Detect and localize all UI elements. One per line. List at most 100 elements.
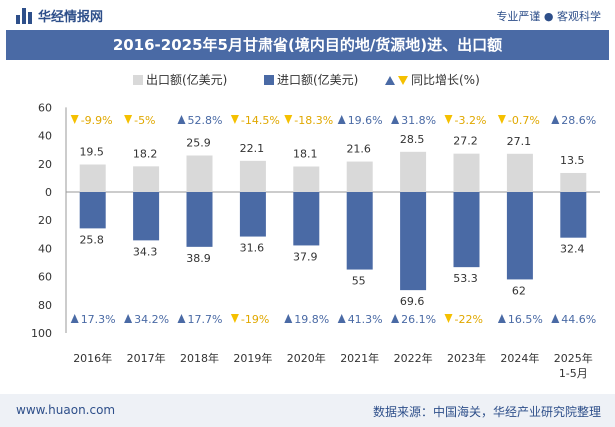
- import-growth-label: 41.3%: [348, 313, 383, 326]
- brand: 华经情报网: [16, 6, 103, 25]
- import-value-label: 38.9: [186, 252, 211, 265]
- export-value-label: 18.1: [293, 147, 318, 160]
- import-bar: [133, 192, 160, 241]
- bar-chart-icon: [16, 7, 32, 24]
- export-growth-label: -5%: [134, 114, 155, 127]
- export-value-label: 13.5: [560, 154, 585, 167]
- export-bar: [186, 155, 213, 192]
- x-tick-label: 2017年: [127, 351, 166, 365]
- x-tick-label: 2023年: [447, 351, 486, 365]
- y-tick-label: 20: [38, 158, 52, 171]
- legend-export-swatch: [133, 75, 143, 85]
- import-bar: [560, 192, 587, 238]
- import-value-label: 53.3: [453, 272, 478, 285]
- export-bar: [239, 160, 266, 192]
- x-tick-label: 2020年: [287, 351, 326, 365]
- y-tick-label: 80: [38, 299, 52, 312]
- export-growth-label: -18.3%: [294, 114, 333, 127]
- x-tick-label: 2019年: [233, 351, 272, 365]
- title-bar: 2016-2025年5月甘肃省(境内目的地/货源地)进、出口额: [6, 30, 609, 60]
- import-growth-up-icon: [551, 314, 560, 323]
- import-value-label: 34.3: [133, 245, 158, 258]
- x-tick-label: 2022年: [394, 351, 433, 365]
- import-growth-up-icon: [70, 314, 79, 323]
- export-growth-down-icon: [444, 115, 453, 124]
- import-growth-label: 17.3%: [81, 313, 116, 326]
- y-tick-label: 40: [38, 242, 52, 255]
- import-bar: [293, 192, 320, 246]
- import-growth-label: 44.6%: [561, 313, 596, 326]
- export-growth-label: 19.6%: [348, 114, 383, 127]
- export-bar: [506, 153, 533, 192]
- import-bar: [239, 192, 266, 237]
- x-tick-label: 2016年: [73, 351, 112, 365]
- export-value-label: 22.1: [240, 142, 265, 155]
- import-bar: [79, 192, 106, 229]
- y-tick-label: 40: [38, 130, 52, 143]
- footer: www.huaon.com 数据来源：中国海关，华经产业研究院整理: [0, 394, 615, 427]
- export-value-label: 28.5: [400, 133, 425, 146]
- chart: 出口额(亿美元) 进口额(亿美元) 同比增长(%) 60 40 20 0 20 40 60 80 10…: [31, 72, 600, 380]
- import-growth-label: 17.7%: [188, 313, 223, 326]
- import-value-label: 69.6: [400, 295, 425, 308]
- legend-import-swatch: [264, 75, 274, 85]
- export-growth-label: 31.8%: [401, 114, 436, 127]
- legend-growth-up-icon: [385, 76, 395, 85]
- export-growth-up-icon: [391, 115, 400, 124]
- x-tick-label: 2024年: [500, 351, 539, 365]
- import-growth-up-icon: [337, 314, 346, 323]
- export-growth-down-icon: [70, 115, 79, 124]
- export-growth-down-icon: [284, 115, 293, 124]
- import-bar: [400, 192, 427, 291]
- export-value-label: 27.2: [453, 135, 478, 148]
- chart-title: 2016-2025年5月甘肃省(境内目的地/货源地)进、出口额: [112, 36, 503, 54]
- x-tick-label: 2025年 1-5月: [554, 351, 593, 380]
- export-growth-label: 28.6%: [561, 114, 596, 127]
- export-growth-up-icon: [177, 115, 186, 124]
- import-value-label: 31.6: [240, 242, 265, 255]
- export-growth-label: -14.5%: [241, 114, 280, 127]
- import-value-label: 25.8: [79, 233, 104, 246]
- export-growth-down-icon: [230, 115, 239, 124]
- top-bar: 华经情报网 专业严谨 ● 客观科学: [0, 0, 615, 30]
- x-tick-label: 2021年: [340, 351, 379, 365]
- export-growth-down-icon: [497, 115, 506, 124]
- import-bar: [506, 192, 533, 280]
- legend-export-label: 出口额(亿美元): [146, 72, 227, 87]
- import-growth-up-icon: [391, 314, 400, 323]
- export-growth-label: -0.7%: [508, 114, 540, 127]
- import-growth-label: -22%: [455, 313, 483, 326]
- export-value-label: 27.1: [507, 135, 532, 148]
- export-growth-up-icon: [551, 115, 560, 124]
- export-bar: [400, 151, 427, 192]
- import-bar: [453, 192, 480, 268]
- import-growth-label: 34.2%: [134, 313, 169, 326]
- export-value-label: 18.2: [133, 147, 158, 160]
- y-tick-label: 20: [38, 214, 52, 227]
- export-bar: [346, 161, 373, 192]
- import-value-label: 62: [512, 284, 526, 297]
- import-value-label: 37.9: [293, 250, 318, 263]
- legend-growth-down-icon: [398, 76, 408, 85]
- import-bar: [186, 192, 213, 247]
- import-growth-down-icon: [444, 314, 453, 323]
- export-growth-up-icon: [337, 115, 346, 124]
- y-tick-label: 0: [45, 186, 52, 199]
- export-bar: [79, 164, 106, 192]
- data-source: 数据来源：中国海关，华经产业研究院整理: [372, 405, 601, 419]
- export-bar: [293, 166, 320, 192]
- export-value-label: 21.6: [346, 143, 371, 156]
- legend-import-label: 进口额(亿美元): [277, 72, 358, 87]
- import-growth-down-icon: [230, 314, 239, 323]
- y-tick-label: 60: [38, 101, 52, 114]
- import-growth-up-icon: [177, 314, 186, 323]
- export-growth-label: 52.8%: [188, 114, 223, 127]
- y-tick-label: 100: [31, 327, 52, 340]
- export-growth-label: -3.2%: [455, 114, 487, 127]
- import-growth-up-icon: [124, 314, 133, 323]
- website-link[interactable]: www.huaon.com: [16, 403, 116, 417]
- export-bar: [560, 172, 587, 192]
- import-growth-label: 16.5%: [508, 313, 543, 326]
- export-value-label: 25.9: [186, 136, 211, 149]
- import-growth-label: -19%: [241, 313, 269, 326]
